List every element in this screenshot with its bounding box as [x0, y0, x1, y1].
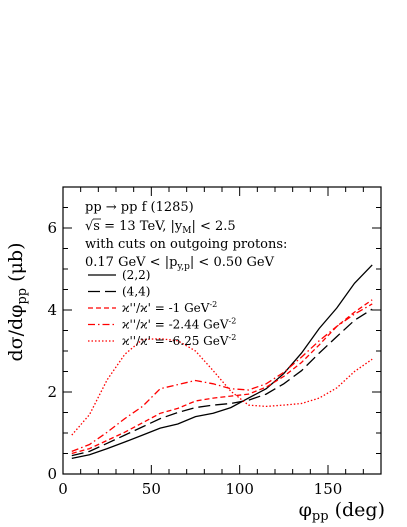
- x-tick-label: 0: [58, 480, 68, 498]
- x-axis-title: φpp (deg): [299, 499, 385, 524]
- legend-label: ϰ''/ϰ' = -1 GeV-2: [122, 300, 217, 315]
- y-axis-title: dσ/dφpp (μb): [5, 242, 30, 361]
- annotation-momentum: 0.17 GeV < |py,p| < 0.50 GeV: [85, 255, 275, 272]
- series-layer: [71, 264, 373, 460]
- annotation-block: pp → pp f (1285) √s = 13 TeV, |yM| < 2.5…: [85, 200, 287, 272]
- x-tick-label: 50: [142, 480, 161, 498]
- legend-label: ϰ''/ϰ' = -2.44 GeV-2: [122, 317, 236, 332]
- legend-label: ϰ''/ϰ' = -6.25 GeV-2: [122, 333, 236, 348]
- annotation-energy: √s = 13 TeV, |yM| < 2.5: [85, 219, 236, 236]
- series-line-5: [71, 338, 373, 436]
- x-axis-ticks: 0 50 100 150: [58, 187, 382, 498]
- series-line-4: [71, 303, 373, 453]
- series-line-1: [71, 264, 373, 460]
- series-line-3: [71, 299, 373, 455]
- y-tick-label: 2: [47, 383, 57, 401]
- legend-label: (4,4): [122, 285, 150, 299]
- annotation-process: pp → pp f (1285): [85, 200, 194, 215]
- y-tick-label: 0: [47, 465, 57, 483]
- x-tick-label: 150: [314, 480, 343, 498]
- y-axis-ticks: 0 2 4 6: [47, 186, 381, 483]
- y-tick-label: 4: [47, 301, 57, 319]
- x-tick-label: 100: [225, 480, 254, 498]
- annotation-cuts: with cuts on outgoing protons:: [85, 237, 287, 252]
- legend: (2,2) (4,4)ϰ''/ϰ' = -1 GeV-2 ϰ''/ϰ' = -2.4…: [88, 268, 236, 348]
- legend-label: (2,2): [122, 268, 150, 282]
- y-tick-label: 6: [47, 219, 57, 237]
- series-line-2: [71, 308, 373, 457]
